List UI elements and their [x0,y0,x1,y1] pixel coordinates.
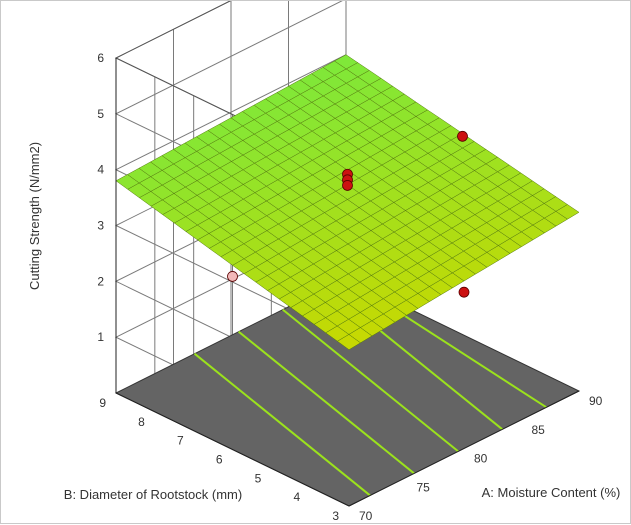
y-axis-title: B: Diameter of Rootstock (mm) [64,487,242,502]
contour-line [193,352,371,497]
z-tick-label: 3 [97,219,104,233]
y-tick-label: 8 [138,415,145,429]
y-tick-label: 5 [255,471,262,485]
design-point [342,180,353,191]
response-surface [115,54,580,350]
z-axis-title: Cutting Strength (N/mm2) [27,142,42,290]
surface-cell [334,54,359,70]
y-axis-line [115,392,350,507]
z-tick-label: 5 [97,107,104,121]
design-point [227,271,238,282]
y-tick-label: 4 [293,490,300,504]
design-point [457,130,468,142]
y-tick-label: 9 [99,396,106,410]
z-tick-label: 2 [97,274,104,288]
x-tick-label: 70 [359,509,373,523]
contour-line [282,308,459,453]
y-tick-label: 7 [177,434,184,448]
z-tick-label: 6 [97,51,104,65]
x-tick-label: 75 [417,480,431,494]
x-tick-label: 85 [532,423,546,437]
z-tick-label: 4 [97,163,104,177]
x-tick-label: 90 [589,394,603,408]
y-tick-label: 3 [332,509,339,523]
x-axis-line [348,390,580,507]
y-tick-label: 6 [216,453,223,467]
x-axis-title: A: Moisture Content (%) [482,485,621,500]
design-points [227,130,470,298]
tick-labels: 1 2 3 4 5 6 70 75 80 85 90 3 4 5 6 7 8 9 [97,51,602,523]
contour-line [238,330,415,475]
axes [115,58,580,507]
z-tick-label: 1 [97,330,104,344]
design-point [458,286,470,298]
x-tick-label: 80 [474,452,488,466]
